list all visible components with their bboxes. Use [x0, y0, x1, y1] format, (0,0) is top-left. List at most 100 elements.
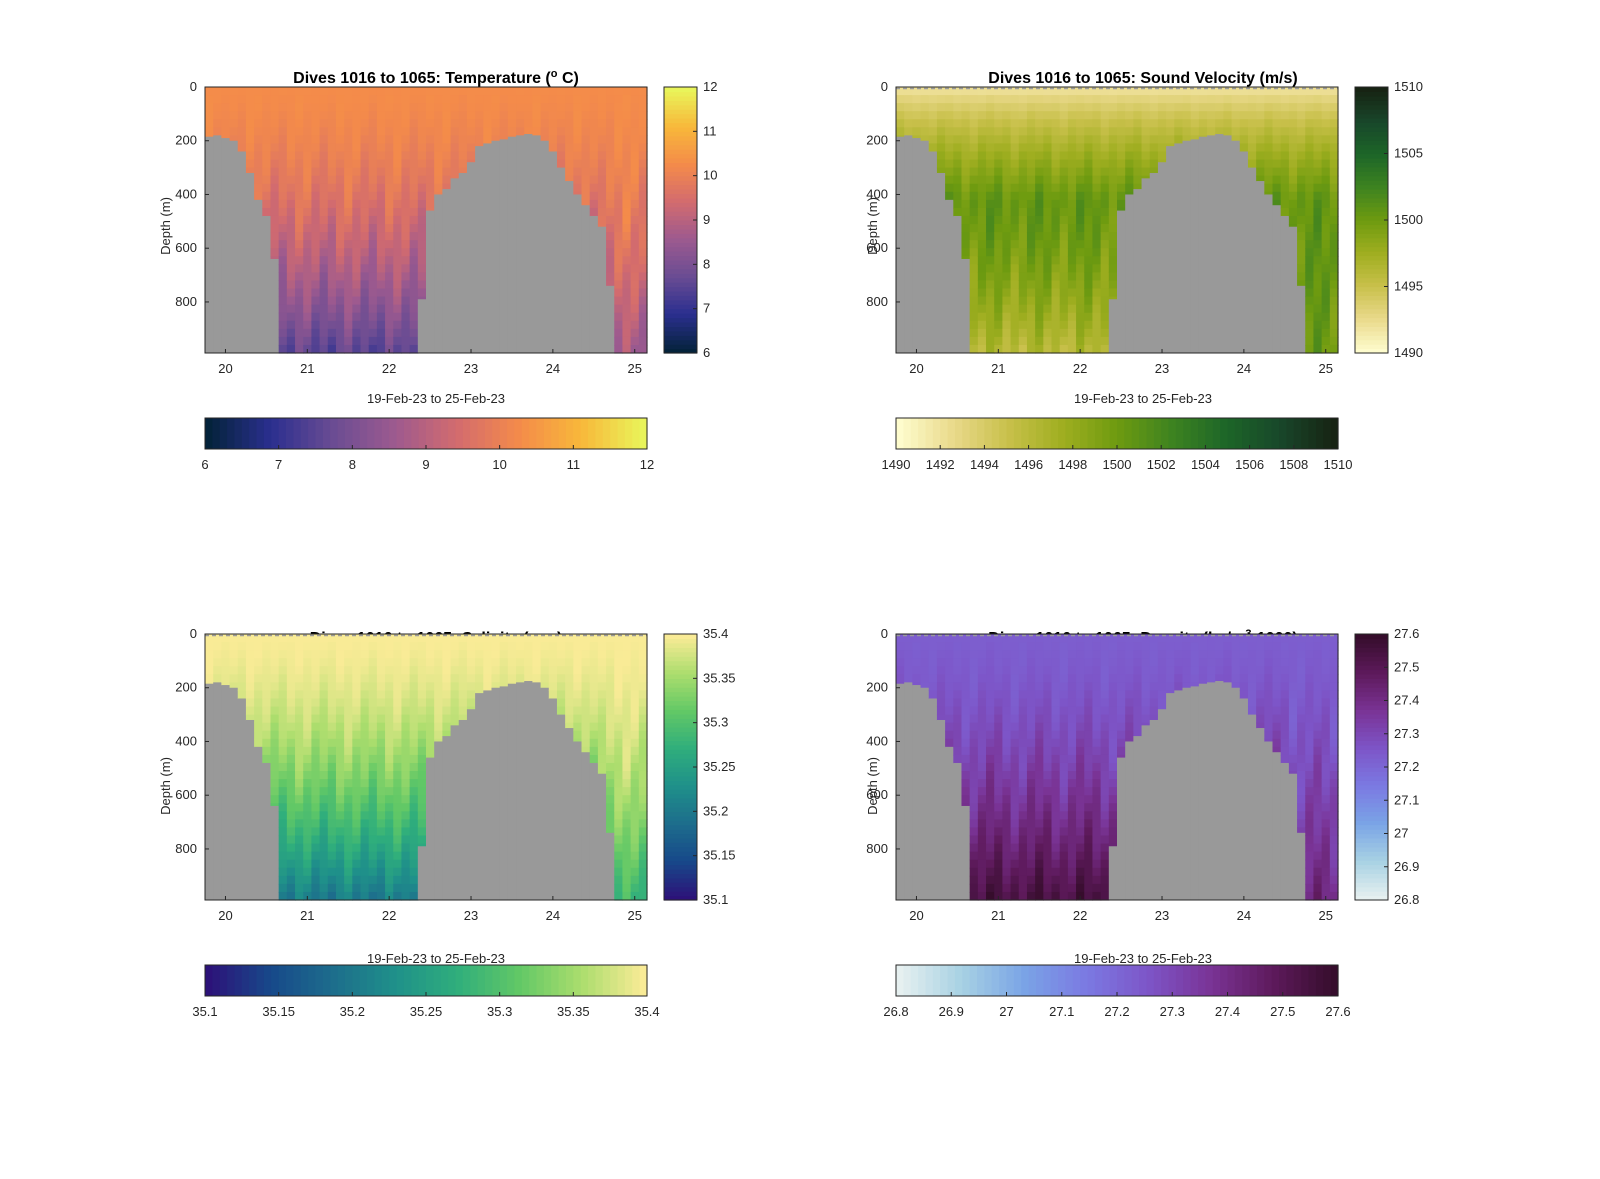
heatmap-cell — [1313, 119, 1323, 128]
heatmap-cell — [311, 827, 321, 837]
heatmap-cell — [1329, 288, 1339, 298]
colorbar-bottom-segment — [455, 418, 464, 449]
heatmap-cell — [1305, 304, 1315, 314]
heatmap-cell — [295, 175, 304, 185]
heatmap-cell — [376, 272, 386, 282]
heatmap-cell — [1010, 883, 1020, 893]
heatmap-cell — [286, 666, 296, 675]
land-mask-column — [1133, 736, 1143, 900]
heatmap-cell — [1313, 706, 1323, 716]
heatmap-cell — [953, 103, 963, 112]
heatmap-cell — [1198, 666, 1208, 675]
heatmap-cell — [352, 87, 362, 96]
heatmap-cell — [262, 722, 272, 732]
heatmap-cell — [969, 159, 979, 169]
heatmap-cell — [1002, 272, 1012, 282]
colorbar-bottom-segment — [1205, 418, 1214, 449]
heatmap-cell — [409, 642, 419, 651]
heatmap-cell — [638, 288, 648, 298]
heatmap-cell — [335, 240, 345, 249]
heatmap-cell — [1084, 159, 1094, 169]
heatmap-cell — [1010, 199, 1020, 209]
heatmap-cell — [344, 867, 353, 877]
heatmap-cell — [1059, 207, 1069, 217]
colorbar-right-tick-label: 1495 — [1394, 279, 1423, 294]
colorbar-right-tick-label: 35.25 — [703, 759, 736, 774]
heatmap-cell — [1026, 754, 1036, 764]
heatmap-cell — [1117, 666, 1126, 675]
heatmap-cell — [1166, 682, 1175, 692]
heatmap-cell — [1018, 175, 1028, 185]
heatmap-cell — [409, 738, 419, 748]
heatmap-cell — [311, 891, 321, 901]
colorbar-bottom-tick-label: 1498 — [1058, 457, 1087, 472]
heatmap-cell — [1288, 103, 1298, 112]
heatmap-cell — [286, 232, 296, 241]
heatmap-cell — [360, 336, 370, 346]
heatmap-cell — [532, 666, 542, 675]
heatmap-cell — [1280, 658, 1290, 667]
heatmap-cell — [475, 690, 484, 694]
heatmap-cell — [1149, 666, 1159, 675]
heatmap-cell — [532, 111, 542, 120]
heatmap-cell — [1092, 328, 1102, 338]
heatmap-cell — [401, 642, 411, 651]
heatmap-cell — [311, 771, 321, 780]
heatmap-cell — [1100, 859, 1110, 869]
colorbar-right-segment — [1355, 140, 1388, 146]
heatmap-cell — [286, 859, 296, 869]
heatmap-cell — [638, 738, 648, 748]
heatmap-cell — [1256, 650, 1265, 659]
heatmap-cell — [630, 119, 640, 128]
heatmap-cell — [417, 272, 427, 282]
heatmap-cell — [286, 883, 296, 893]
colorbar-bottom-segment — [896, 418, 904, 449]
heatmap-cell — [1329, 232, 1339, 241]
colorbar-right-segment — [664, 678, 697, 684]
heatmap-cell — [565, 159, 574, 169]
heatmap-cell — [442, 682, 452, 692]
heatmap-cell — [295, 143, 304, 153]
heatmap-cell — [335, 199, 345, 209]
heatmap-cell — [475, 135, 484, 145]
heatmap-cell — [245, 95, 255, 104]
heatmap-cell — [385, 883, 394, 893]
colorbar-bottom-segment — [910, 418, 919, 449]
heatmap-cell — [904, 119, 913, 128]
heatmap-cell — [1272, 167, 1282, 177]
heatmap-cell — [1288, 183, 1298, 193]
heatmap-cell — [376, 328, 386, 338]
heatmap-cell — [311, 754, 321, 764]
heatmap-cell — [573, 706, 583, 716]
heatmap-cell — [1100, 87, 1110, 96]
heatmap-cell — [1026, 143, 1036, 153]
heatmap-cell — [1026, 682, 1036, 692]
heatmap-cell — [311, 634, 321, 643]
heatmap-cell — [368, 215, 378, 225]
heatmap-cell — [1084, 240, 1094, 249]
heatmap-cell — [368, 87, 378, 96]
colorbar-right-segment — [664, 144, 697, 150]
heatmap-cell — [434, 135, 443, 145]
heatmap-cell — [237, 674, 247, 683]
land-mask-column — [450, 178, 460, 353]
heatmap-cell — [986, 843, 995, 853]
x-tick-label: 20 — [218, 361, 232, 376]
heatmap-cell — [977, 779, 987, 788]
heatmap-cell — [1002, 232, 1012, 241]
heatmap-cell — [401, 835, 411, 845]
heatmap-cell — [638, 119, 648, 128]
heatmap-cell — [1207, 127, 1216, 136]
heatmap-cell — [622, 875, 632, 885]
heatmap-cell — [573, 95, 583, 104]
heatmap-cell — [286, 336, 296, 346]
heatmap-cell — [1133, 87, 1143, 96]
heatmap-cell — [1002, 312, 1012, 322]
heatmap-cell — [286, 264, 296, 273]
colorbar-bottom-segment — [212, 418, 221, 449]
heatmap-cell — [458, 95, 468, 104]
heatmap-cell — [581, 151, 591, 161]
heatmap-cell — [286, 288, 296, 298]
heatmap-cell — [1010, 280, 1020, 290]
colorbar-right-segment — [664, 153, 697, 159]
